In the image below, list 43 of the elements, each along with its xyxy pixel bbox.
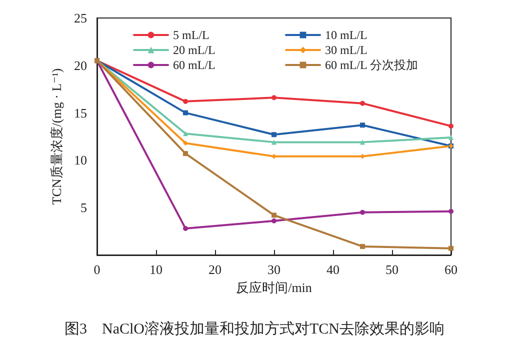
point: [272, 212, 276, 218]
caption: 图3 NaClO溶液投加量和投加方式对TCN去除效果的影响: [64, 320, 444, 338]
x-axis-title: 反应时间/min: [236, 280, 312, 295]
legend-label: 30 mL/L: [325, 43, 368, 57]
x-tick-label: 0: [94, 262, 100, 277]
point: [448, 124, 454, 129]
x-tick-label: 10: [150, 262, 162, 277]
y-axis-title: TCN质量浓度/(mg · L⁻¹): [49, 68, 64, 205]
point: [183, 226, 188, 231]
point: [448, 208, 454, 214]
point: [183, 131, 188, 136]
y-tick-label: 20: [74, 58, 87, 73]
point: [360, 210, 365, 215]
point: [360, 122, 365, 128]
legend-label: 10 mL/L: [325, 28, 368, 42]
point: [272, 132, 276, 138]
point: [360, 154, 365, 159]
y-tick-label: 5: [80, 200, 87, 216]
legend-label: 20 mL/L: [173, 43, 216, 57]
point: [360, 244, 365, 249]
point: [360, 140, 365, 145]
x-tick-label: 40: [326, 262, 340, 277]
legend-label: 60 mL/L: [173, 58, 216, 72]
point: [183, 110, 188, 116]
x-tick-label: 50: [386, 262, 398, 277]
x-tick-label: 20: [208, 262, 222, 277]
point: [272, 218, 276, 224]
x-tick-label: 30: [268, 262, 280, 277]
point: [272, 154, 276, 159]
legend-label: 60 mL/L 分次投加: [325, 58, 418, 72]
point: [183, 140, 188, 146]
point: [272, 140, 276, 145]
legend-label: 5 mL/L: [173, 28, 210, 42]
point: [183, 98, 188, 104]
point: [272, 95, 276, 100]
point: [360, 100, 365, 106]
y-tick-label: 25: [74, 10, 87, 26]
point: [448, 134, 454, 140]
point: [448, 246, 454, 251]
x-tick-label: 60: [444, 262, 458, 277]
y-tick-label: 10: [74, 152, 87, 168]
point: [183, 151, 188, 156]
y-tick-label: 15: [74, 105, 87, 120]
